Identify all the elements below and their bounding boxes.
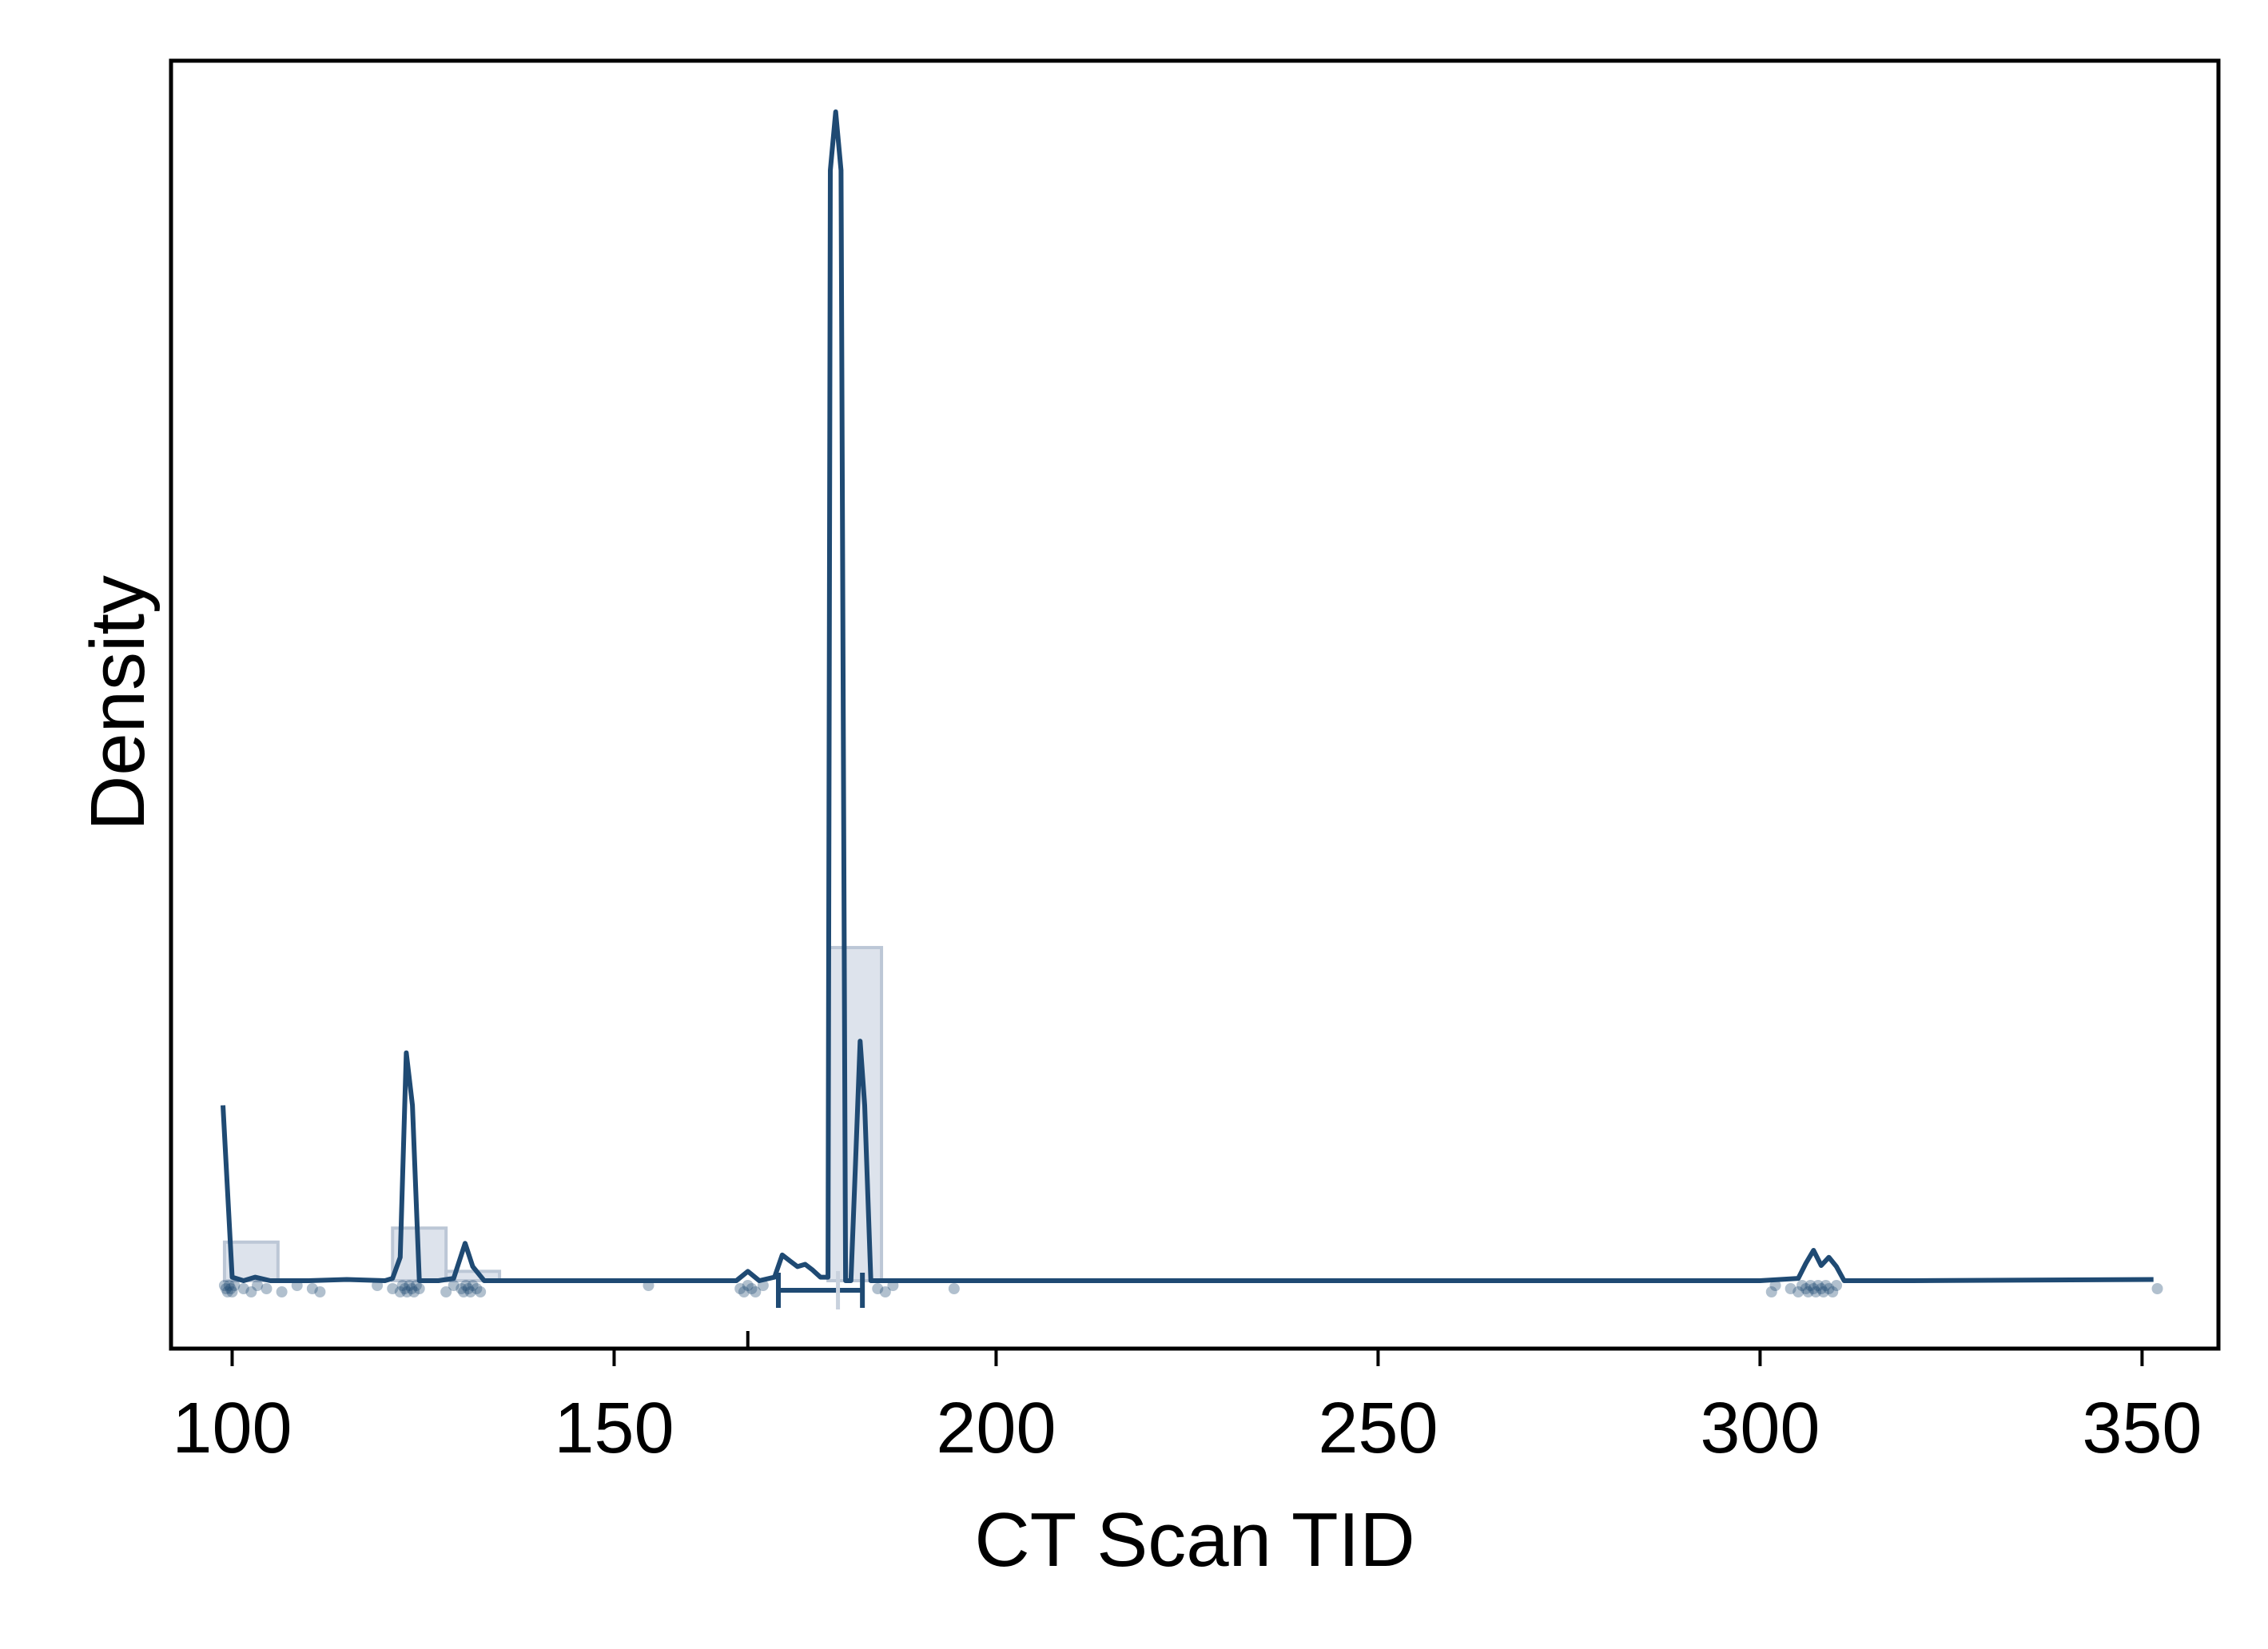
x-tick-label: 300 bbox=[1700, 1389, 1820, 1468]
y-axis-title: Density bbox=[75, 575, 161, 831]
rug-point bbox=[252, 1280, 264, 1291]
rug-point bbox=[314, 1286, 326, 1297]
rug-point bbox=[1765, 1286, 1777, 1297]
rug-point bbox=[458, 1286, 470, 1297]
rug-point bbox=[229, 1280, 241, 1291]
rug-point bbox=[460, 1280, 472, 1291]
rug-point bbox=[1804, 1280, 1816, 1291]
rug-point bbox=[471, 1283, 483, 1294]
plot-frame bbox=[169, 58, 2221, 1351]
x-tick-label: 200 bbox=[936, 1389, 1056, 1468]
rug-point bbox=[734, 1283, 746, 1294]
rug-point bbox=[475, 1286, 487, 1297]
x-tick-label: 100 bbox=[172, 1389, 292, 1468]
rug-point bbox=[1800, 1283, 1812, 1294]
rug-point bbox=[1815, 1283, 1827, 1294]
rug-point bbox=[1769, 1280, 1781, 1291]
rug-point bbox=[225, 1283, 237, 1294]
rug-point bbox=[401, 1286, 413, 1297]
rug-point bbox=[1820, 1280, 1832, 1291]
density-curve bbox=[221, 109, 2154, 1283]
rug-point bbox=[456, 1283, 468, 1294]
rug-point bbox=[1812, 1280, 1824, 1291]
rug-point bbox=[1831, 1280, 1843, 1291]
rug-point bbox=[1793, 1286, 1804, 1297]
rug-point bbox=[245, 1286, 257, 1297]
rug-points bbox=[218, 1280, 2163, 1297]
rug-point bbox=[1802, 1286, 1814, 1297]
rug-point bbox=[406, 1283, 418, 1294]
x-axis-title: CT Scan TID bbox=[974, 1497, 1415, 1583]
summary-interval bbox=[746, 1271, 865, 1349]
rug-point bbox=[220, 1283, 232, 1294]
rug-point bbox=[2151, 1283, 2163, 1294]
rug-point bbox=[746, 1283, 758, 1294]
rug-point bbox=[276, 1286, 288, 1297]
histogram-bars bbox=[222, 946, 884, 1283]
rug-point bbox=[399, 1283, 411, 1294]
rug-point bbox=[387, 1283, 399, 1294]
x-tick-label: 150 bbox=[554, 1389, 674, 1468]
rug-point bbox=[448, 1280, 460, 1291]
rug-point bbox=[1785, 1283, 1796, 1294]
rug-point bbox=[750, 1286, 762, 1297]
x-tick-label: 250 bbox=[1318, 1389, 1438, 1468]
rug-point bbox=[394, 1286, 406, 1297]
rug-point bbox=[1817, 1286, 1829, 1297]
rug-point bbox=[1808, 1283, 1820, 1294]
rug-point bbox=[1827, 1286, 1839, 1297]
rug-point bbox=[872, 1283, 884, 1294]
rug-point bbox=[1796, 1280, 1808, 1291]
rug-point bbox=[223, 1280, 235, 1291]
rug-point bbox=[396, 1280, 408, 1291]
rug-point bbox=[948, 1283, 960, 1294]
rug-point bbox=[226, 1286, 238, 1297]
x-tick-label: 350 bbox=[2082, 1389, 2202, 1468]
rug-point bbox=[738, 1286, 750, 1297]
rug-point bbox=[237, 1283, 249, 1294]
rug-point bbox=[221, 1286, 233, 1297]
rug-point bbox=[879, 1286, 891, 1297]
rug-point bbox=[408, 1286, 420, 1297]
histogram-bar-2 bbox=[444, 1270, 502, 1283]
rug-point bbox=[261, 1283, 273, 1294]
rug-point bbox=[462, 1283, 474, 1294]
rug-point bbox=[413, 1283, 425, 1294]
rug-point bbox=[1810, 1286, 1822, 1297]
rug-point bbox=[440, 1286, 452, 1297]
rug-point bbox=[464, 1286, 476, 1297]
x-axis-ticks: 100 150 200 250 300 350 bbox=[172, 1349, 2202, 1468]
rug-point bbox=[306, 1283, 318, 1294]
rug-point bbox=[742, 1280, 754, 1291]
rug-point bbox=[218, 1280, 230, 1291]
rug-point bbox=[404, 1280, 416, 1291]
rug-point bbox=[467, 1280, 479, 1291]
rug-point bbox=[1823, 1283, 1835, 1294]
